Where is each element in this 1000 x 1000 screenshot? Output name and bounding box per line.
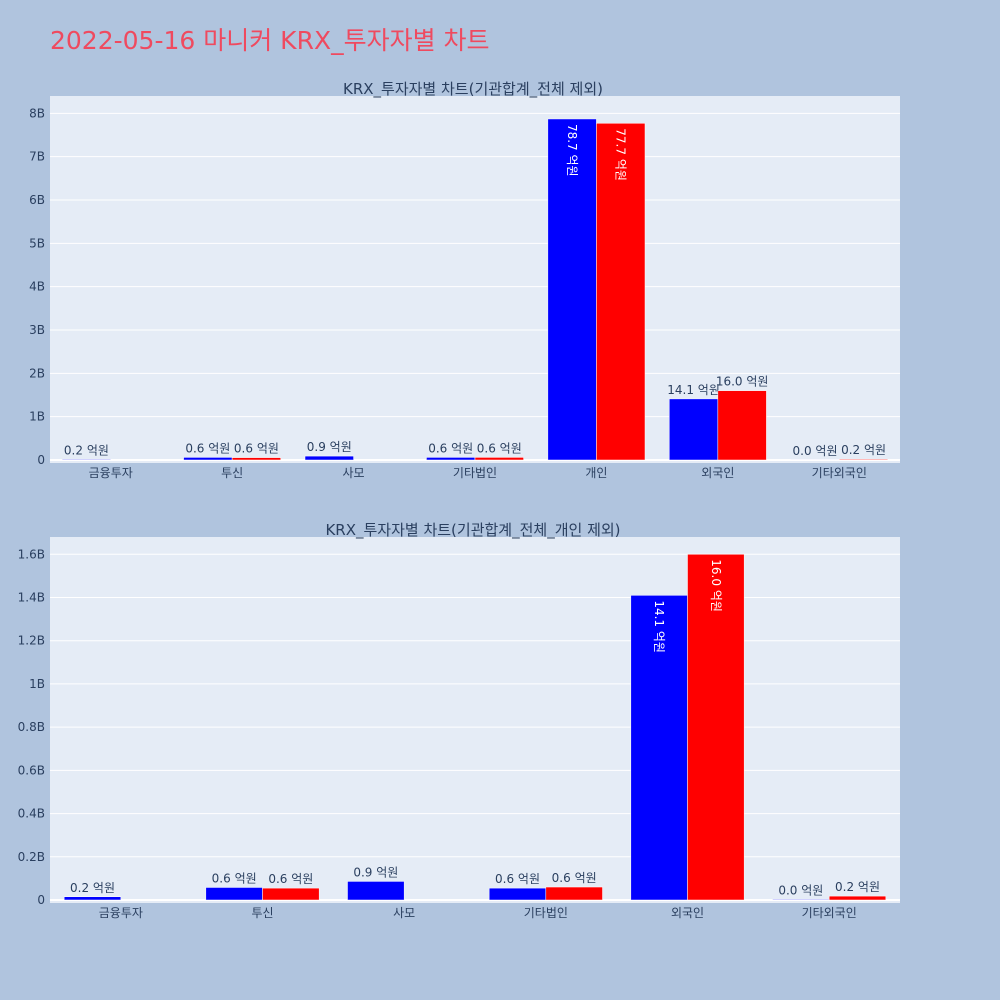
y-tick-label: 0.2B: [18, 850, 45, 864]
x-tick-label: 금융투자: [99, 906, 143, 920]
x-tick-label: 개인: [585, 466, 607, 480]
bar: [205, 887, 263, 901]
bar: [63, 896, 122, 901]
y-tick-label: 5B: [29, 236, 45, 250]
bar: [717, 390, 767, 461]
data-label: 0.2 억원: [835, 880, 880, 894]
y-tick-label: 0.6B: [18, 763, 45, 777]
chart-top: 0 1B 2B 3B 4B 5B 6B 7B 8B KRX_투자자별 차트(기관합계_전체 제외)…: [29, 80, 900, 480]
bar: [596, 123, 646, 461]
y-tick-label: 0.8B: [18, 720, 45, 734]
bar: [488, 887, 547, 901]
bar: [669, 398, 719, 461]
bar: [772, 899, 830, 901]
y-tick-label: 2B: [29, 366, 45, 380]
data-label: 0.0 억원: [778, 883, 823, 897]
chart-bottom: 0 0.2B 0.4B 0.6B 0.8B 1B 1.2B 1.4B 1.6B KRX_투자자별 …: [18, 521, 900, 920]
data-label: 0.6 억원: [428, 441, 473, 455]
bar: [426, 457, 476, 461]
data-label: 77.7 억원: [614, 128, 628, 181]
y-tick-label: 1.6B: [18, 547, 45, 561]
x-tick-label: 외국인: [671, 906, 704, 920]
bar: [304, 455, 354, 461]
y-tick-label: 8B: [29, 106, 45, 120]
bar: [630, 595, 688, 901]
y-tick-label: 0: [37, 453, 45, 467]
chart-title: KRX_투자자별 차트(기관합계_전체_개인 제외): [325, 521, 620, 540]
data-label: 0.6 억원: [185, 441, 230, 455]
bar: [839, 458, 889, 461]
data-label: 0.6 억원: [268, 872, 313, 886]
y-tick-label: 1.2B: [18, 634, 45, 648]
data-label: 0.9 억원: [353, 865, 398, 879]
data-label: 0.0 억원: [793, 444, 838, 458]
bar: [262, 887, 320, 901]
data-label: 14.1 억원: [652, 600, 666, 653]
y-tick-label: 1.4B: [18, 591, 45, 605]
bar: [687, 554, 745, 901]
bar: [347, 881, 405, 901]
data-label: 0.2 억원: [841, 443, 886, 457]
x-tick-label: 기타외국인: [812, 466, 867, 480]
x-tick-label: 기타법인: [524, 906, 568, 920]
x-tick-label: 기타법인: [453, 466, 497, 480]
x-tick-label: 금융투자: [89, 466, 133, 480]
data-label: 0.9 억원: [307, 440, 352, 454]
data-label: 14.1 억원: [667, 383, 720, 397]
x-tick-label: 사모: [343, 466, 365, 480]
plot-area: [50, 537, 900, 903]
bar: [231, 457, 281, 461]
bar: [183, 457, 233, 461]
x-tick-label: 외국인: [701, 466, 734, 480]
y-tick-label: 7B: [29, 150, 45, 164]
y-tick-label: 1B: [29, 677, 45, 691]
data-label: 0.6 억원: [495, 872, 540, 886]
x-tick-label: 사모: [393, 906, 415, 920]
data-label: 0.6 억원: [212, 871, 257, 885]
bar: [474, 457, 524, 461]
data-label: 0.6 억원: [477, 441, 522, 455]
x-tick-label: 기타외국인: [802, 906, 857, 920]
data-label: 0.6 억원: [552, 871, 597, 885]
y-tick-label: 6B: [29, 193, 45, 207]
x-tick-label: 투신: [251, 906, 273, 920]
x-tick-label: 투신: [221, 466, 243, 480]
y-tick-label: 3B: [29, 323, 45, 337]
bar: [61, 459, 111, 461]
bar: [828, 895, 887, 901]
plot-area: [50, 96, 900, 463]
data-label: 16.0 억원: [716, 375, 769, 389]
data-label: 16.0 억원: [709, 559, 723, 612]
page-title: 2022-05-16 마니커 KRX_투자자별 차트: [50, 26, 490, 55]
data-label: 0.2 억원: [64, 443, 109, 457]
data-label: 0.2 억원: [70, 881, 115, 895]
y-tick-label: 4B: [29, 280, 45, 294]
data-label: 0.6 억원: [234, 442, 279, 456]
y-tick-label: 1B: [29, 410, 45, 424]
bar: [545, 886, 603, 901]
data-label: 78.7 억원: [565, 124, 579, 177]
y-tick-label: 0.4B: [18, 807, 45, 821]
y-tick-label: 0: [37, 893, 45, 907]
chart-title: KRX_투자자별 차트(기관합계_전체 제외): [343, 80, 603, 99]
